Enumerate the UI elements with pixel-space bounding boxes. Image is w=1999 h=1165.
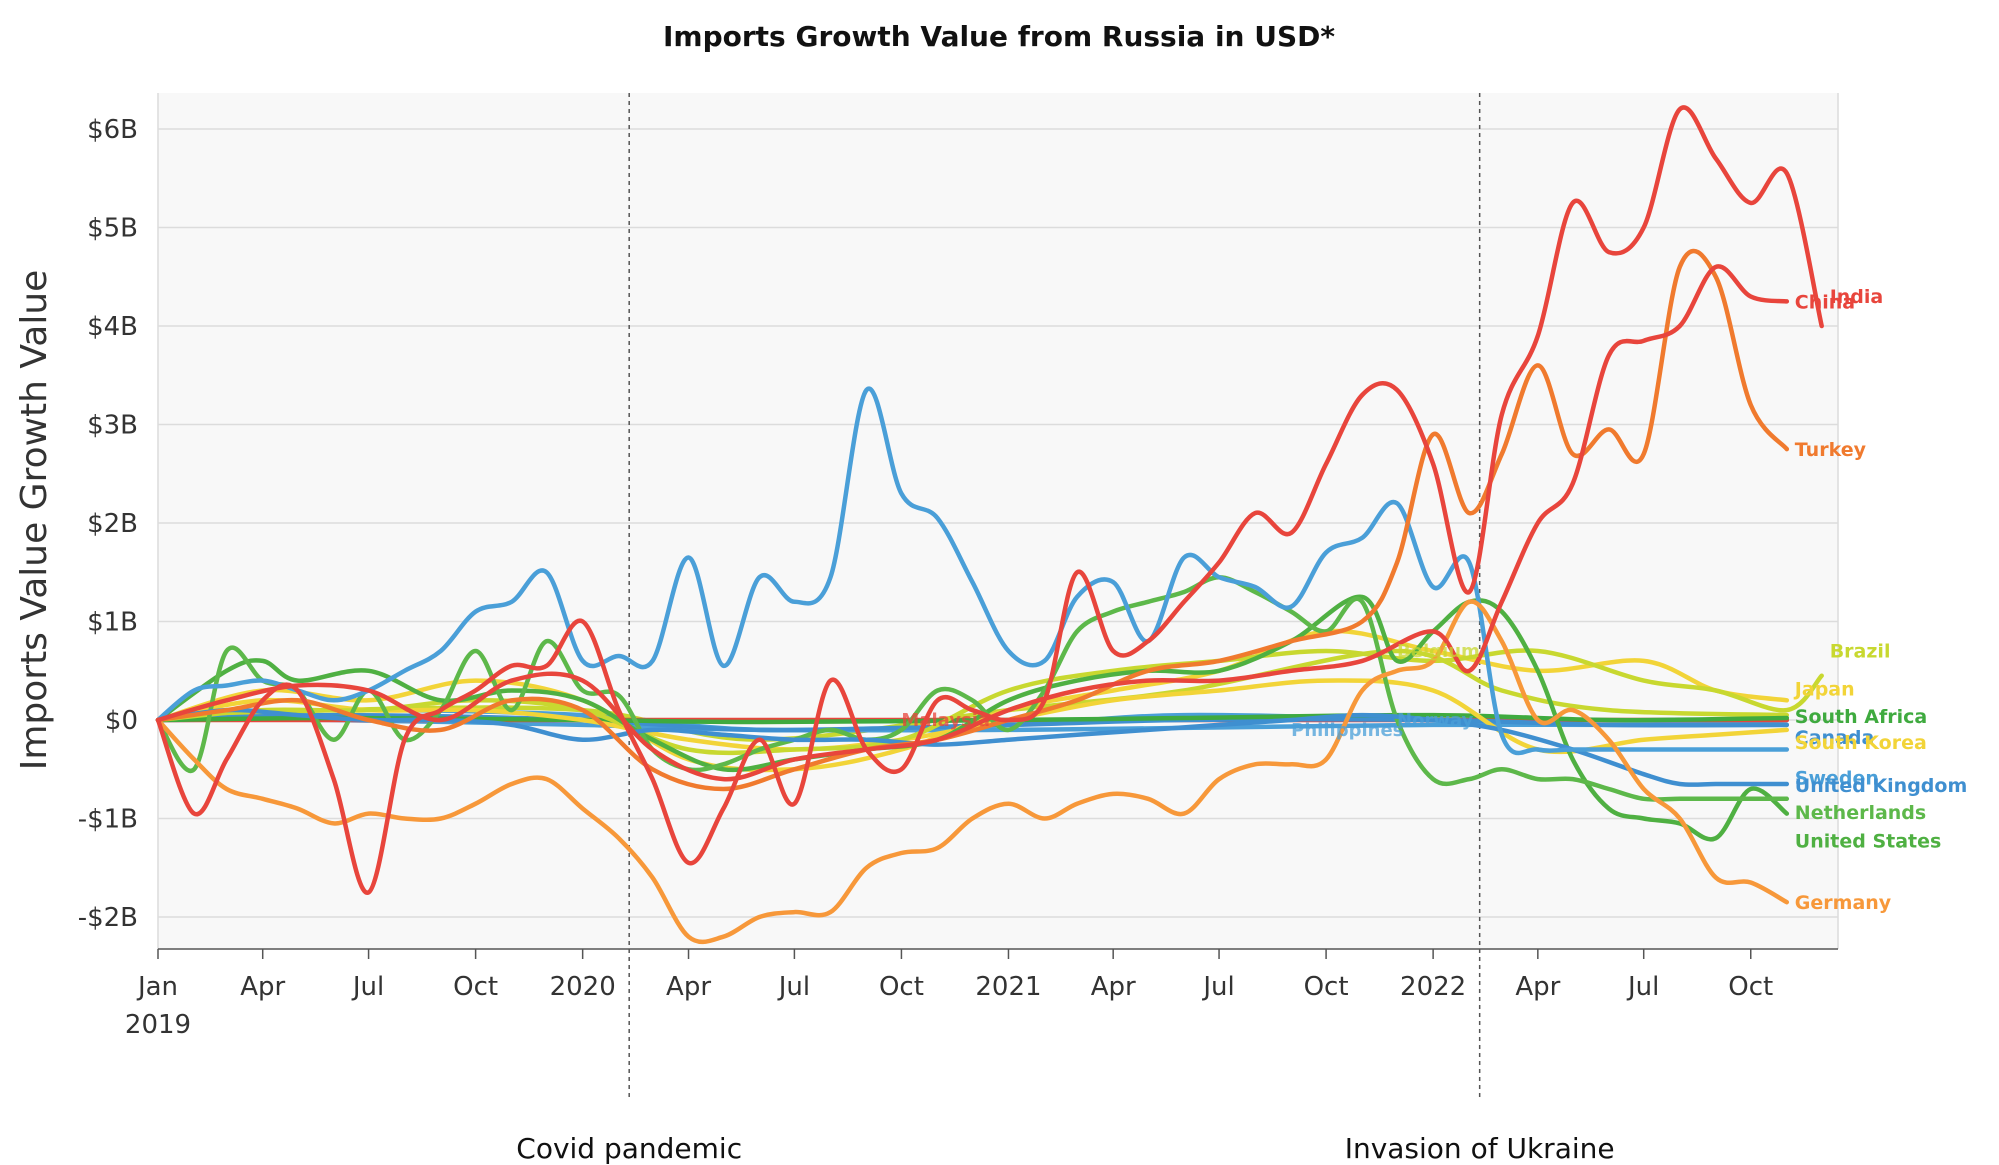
x-tick-sublabel: 2019 (125, 1010, 191, 1040)
x-tick-label: Jul (1201, 972, 1234, 1002)
x-tick-label: Jul (777, 972, 810, 1002)
x-tick-label: Apr (1515, 972, 1560, 1002)
series-line-germany (155, 599, 1790, 945)
y-tick-label: -$1B (78, 805, 138, 835)
chart-title: Imports Growth Value from Russia in USD* (663, 20, 1335, 53)
y-axis-ticks: $6B $5B $4B $3B $2B $1B $0 -$1B -$2B (78, 115, 138, 933)
event-markers: Covid pandemic Invasion of Ukraine (516, 93, 1615, 1165)
end-label-germany: Germany (1795, 892, 1892, 914)
x-tick-label: Oct (453, 972, 498, 1002)
x-tick-label: 2021 (975, 972, 1041, 1002)
inline-label-belgium: Belgium (1397, 641, 1480, 662)
x-tick-label: Jan (136, 972, 178, 1002)
x-tick-label: Oct (1304, 972, 1349, 1002)
inline-label-philippines: Philippines (1291, 720, 1403, 741)
x-tick-label: 2020 (550, 972, 616, 1002)
end-label-united-kingdom: United Kingdom (1795, 775, 1967, 797)
x-tick-label: Apr (666, 972, 711, 1002)
y-tick-label: $3B (87, 411, 138, 441)
series-lines (155, 105, 1824, 945)
x-tick-label: Oct (1728, 972, 1773, 1002)
event-label: Invasion of Ukraine (1345, 1132, 1615, 1165)
end-label-turkey: Turkey (1795, 439, 1867, 461)
x-tick-label: 2022 (1400, 972, 1466, 1002)
series-line-united-states (155, 594, 1790, 842)
y-tick-label: $1B (87, 608, 138, 638)
x-axis-ticks: Jan 2019 Apr Jul Oct 2020 Apr Jul Oct 2021 Apr Jul O… (125, 948, 1838, 1040)
y-tick-label: $0 (105, 706, 138, 736)
y-tick-label: $2B (87, 509, 138, 539)
event-label: Covid pandemic (516, 1132, 742, 1165)
inline-label-norway: Norway (1397, 710, 1474, 731)
y-tick-label: $6B (87, 115, 138, 145)
x-tick-label: Jul (1626, 972, 1659, 1002)
end-label-south-africa: South Africa (1795, 706, 1927, 728)
y-axis-title: Imports Value Growth Value (14, 270, 55, 771)
y-tick-label: $5B (87, 214, 138, 244)
end-label-united-states: United States (1795, 831, 1942, 853)
y-tick-label: $4B (87, 312, 138, 342)
end-label-south-korea: South Korea (1795, 732, 1927, 754)
inline-label-malaysia: Malaysia (901, 710, 990, 731)
end-label-japan: Japan (1793, 678, 1855, 700)
end-label-brazil: Brazil (1830, 641, 1891, 663)
x-tick-label: Apr (240, 972, 285, 1002)
series-line-turkey (155, 248, 1790, 792)
x-tick-label: Oct (879, 972, 924, 1002)
y-tick-label: -$2B (78, 903, 138, 933)
end-label-canada: Canada (1795, 727, 1875, 749)
series-line-china (155, 264, 1790, 782)
x-tick-label: Jul (351, 972, 384, 1002)
x-tick-label: Apr (1091, 972, 1136, 1002)
end-label-sweden: Sweden (1795, 768, 1879, 790)
end-label-netherlands: Netherlands (1795, 802, 1926, 824)
end-label-china: China (1795, 291, 1855, 313)
series-line-india (155, 105, 1824, 895)
series-line-sweden (155, 386, 1790, 756)
end-label-india: India (1830, 286, 1884, 308)
